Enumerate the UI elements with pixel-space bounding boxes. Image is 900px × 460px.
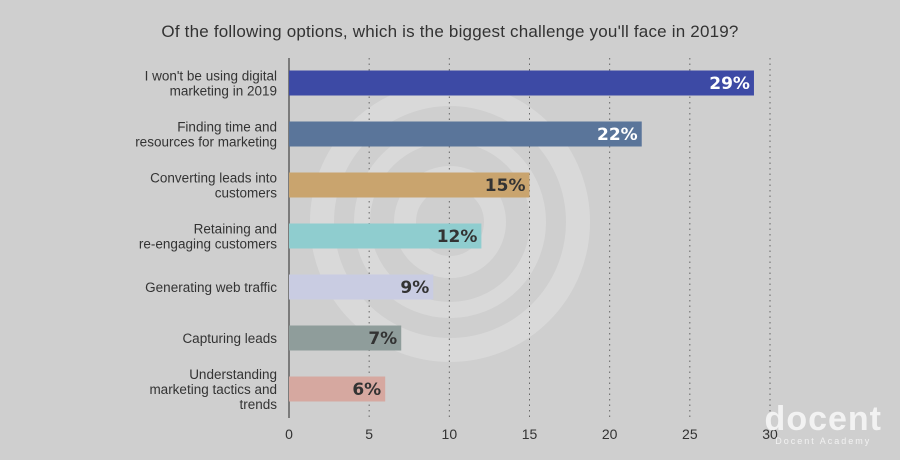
data-label: 12%: [437, 227, 478, 247]
data-label: 9%: [400, 278, 429, 298]
x-tick-label: 15: [522, 426, 538, 442]
bar: [289, 325, 402, 351]
category-label: Generating web traffic: [145, 280, 277, 295]
data-label: 22%: [597, 125, 638, 145]
category-label: I won't be using digital marketing in 201…: [145, 69, 277, 99]
x-tick-label: 5: [365, 426, 373, 442]
data-label: 6%: [352, 380, 381, 400]
x-tick-label: 10: [442, 426, 458, 442]
bar: [289, 70, 754, 96]
chart-title: Of the following options, which is the b…: [161, 22, 739, 41]
category-label: Understanding marketing tactics and trends: [149, 367, 277, 412]
x-tick-label: 0: [285, 426, 293, 442]
brand-name: docent: [764, 400, 882, 438]
bar: [289, 274, 434, 300]
x-tick-label: 20: [602, 426, 618, 442]
x-tick-label: 30: [762, 426, 778, 442]
brand-subtitle: Docent Academy: [775, 436, 872, 446]
bar: [289, 376, 386, 402]
bar: [289, 223, 482, 249]
data-label: 15%: [485, 176, 526, 196]
x-tick-label: 25: [682, 426, 698, 442]
bar: [289, 172, 530, 198]
category-label: Finding time and resources for marketing: [135, 120, 277, 150]
bar: [289, 121, 642, 147]
category-label: Capturing leads: [182, 331, 277, 346]
brand-logo: docent Docent Academy: [765, 402, 882, 446]
data-label: 7%: [368, 329, 397, 349]
category-label: Converting leads into customers: [150, 171, 277, 201]
data-label: 29%: [709, 74, 750, 94]
category-label: Retaining and re-engaging customers: [139, 222, 277, 252]
